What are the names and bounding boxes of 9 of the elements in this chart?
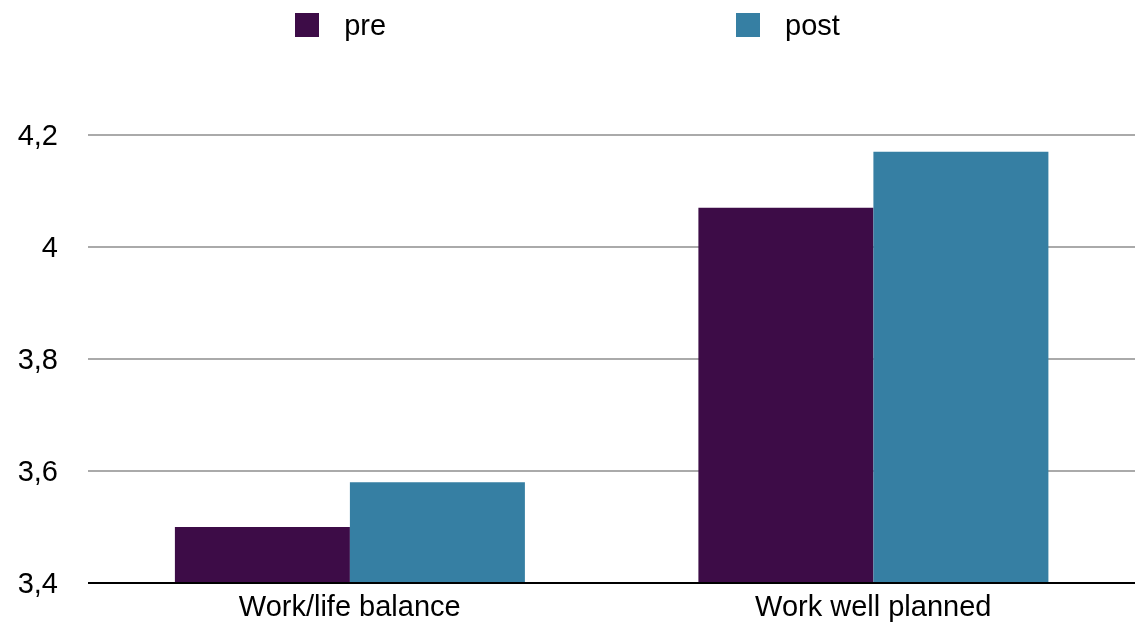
legend-label: pre bbox=[344, 8, 387, 42]
y-tick-label: 3,6 bbox=[17, 455, 58, 488]
y-tick-label: 4,2 bbox=[17, 119, 58, 152]
x-tick-label: Work well planned bbox=[755, 589, 992, 622]
y-tick-label: 3,4 bbox=[17, 567, 58, 600]
legend-label: post bbox=[785, 8, 840, 42]
y-tick-label: 3,8 bbox=[17, 343, 58, 376]
x-tick-label: Work/life balance bbox=[238, 589, 461, 622]
y-tick-label: 4 bbox=[41, 231, 58, 264]
